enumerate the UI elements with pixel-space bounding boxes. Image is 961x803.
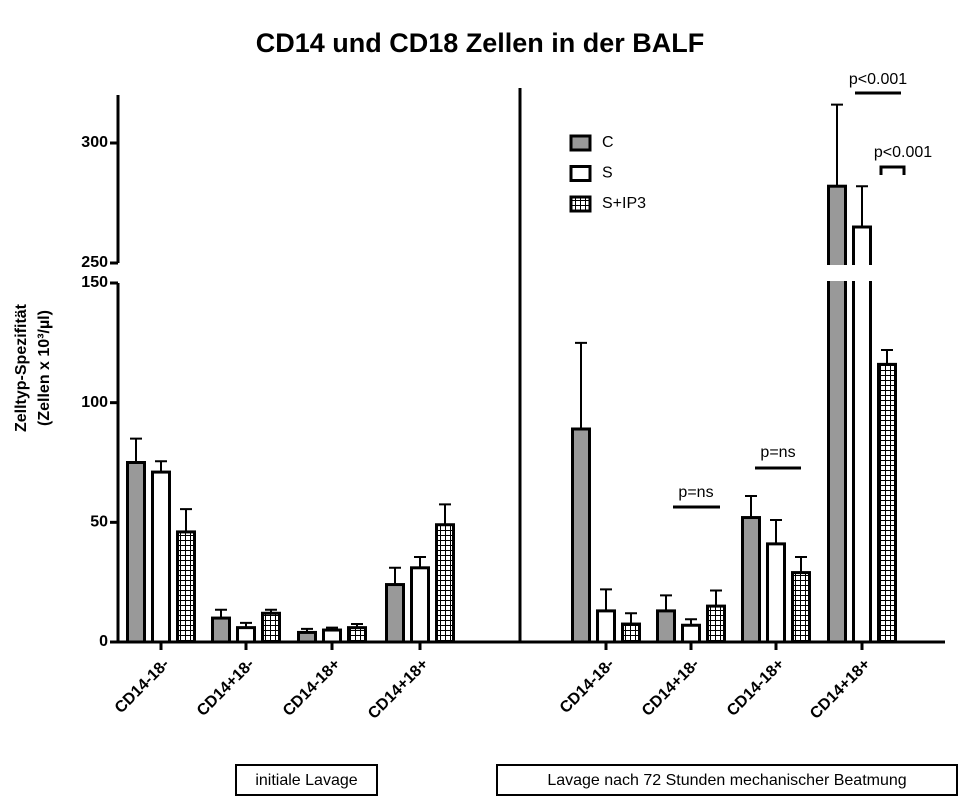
- bar: [347, 626, 367, 644]
- bar: [656, 609, 676, 644]
- error-bar: [685, 618, 697, 626]
- error-bar: [831, 103, 843, 187]
- y-tick-label: 0: [99, 633, 108, 650]
- bar: [741, 516, 761, 644]
- bar: [621, 622, 641, 644]
- bar: [852, 225, 872, 644]
- error-bar: [625, 612, 637, 625]
- x-tick-label: CD14+18-: [194, 656, 258, 720]
- y-tick-label: 150: [81, 274, 108, 291]
- error-bar: [439, 503, 451, 525]
- annotation: p<0.001: [874, 144, 932, 161]
- error-bar: [180, 508, 192, 532]
- bar: [151, 470, 171, 644]
- chart-title: CD14 und CD18 Zellen in der BALF: [256, 28, 705, 58]
- error-bar: [130, 437, 142, 463]
- bar: [877, 362, 897, 644]
- error-bar: [795, 556, 807, 573]
- legend-swatch: [569, 195, 592, 213]
- annotation: p=ns: [760, 444, 795, 461]
- x-tick-label: CD14-18-: [557, 656, 618, 717]
- x-tick-label: CD14-18+: [724, 656, 788, 720]
- legend-label: S: [602, 165, 613, 182]
- axis-break: [100, 265, 945, 281]
- legend-label: C: [602, 134, 614, 151]
- x-tick-label: CD14-18+: [280, 656, 344, 720]
- x-tick-label: CD14+18-: [639, 656, 703, 720]
- bar: [435, 523, 455, 644]
- error-bar: [745, 495, 757, 518]
- bar: [706, 604, 726, 644]
- y-axis-label: Zelltyp-Spezifität: [13, 303, 30, 432]
- error-bar: [326, 626, 338, 631]
- bar: [261, 611, 281, 644]
- bar: [596, 609, 616, 644]
- x-tick-label: CD14+18+: [807, 656, 874, 723]
- bar: [236, 626, 256, 644]
- error-bar: [710, 589, 722, 607]
- bar: [211, 616, 231, 644]
- bar: [571, 427, 591, 644]
- error-bar: [240, 621, 252, 628]
- panel-label: initiale Lavage: [255, 772, 357, 789]
- error-bar: [575, 341, 587, 429]
- x-tick-label: CD14+18+: [365, 656, 432, 723]
- error-bar: [351, 623, 363, 628]
- y-tick-label: 100: [81, 394, 108, 411]
- bar: [126, 461, 146, 644]
- annotation: p<0.001: [849, 71, 907, 88]
- legend-swatch: [569, 134, 592, 152]
- panel-label-box: [496, 764, 958, 796]
- y-axis-label: (Zellen x 10³/µl): [36, 310, 53, 426]
- legend-swatch: [569, 165, 592, 182]
- bar: [385, 583, 405, 644]
- error-bar: [881, 349, 893, 365]
- y-tick-label: 250: [81, 254, 108, 271]
- legend-label: S+IP3: [602, 195, 646, 212]
- bar: [410, 566, 430, 644]
- error-bar: [770, 518, 782, 544]
- panel-label-box: [235, 764, 378, 796]
- bar: [766, 542, 786, 644]
- annotation: p=ns: [678, 484, 713, 501]
- error-bar: [856, 185, 868, 227]
- bar: [791, 571, 811, 644]
- error-bar: [215, 608, 227, 619]
- y-tick-label: 50: [90, 514, 108, 531]
- error-bar: [265, 608, 277, 614]
- error-bar: [414, 556, 426, 568]
- significance-bar: [879, 165, 906, 175]
- y-tick-label: 300: [81, 134, 108, 151]
- bar: [322, 628, 342, 644]
- error-bar: [155, 460, 167, 473]
- bar: [827, 184, 847, 644]
- error-bar: [600, 588, 612, 611]
- x-tick-label: CD14-18-: [112, 656, 173, 717]
- error-bar: [301, 627, 313, 633]
- bar: [176, 530, 196, 644]
- bar: [681, 623, 701, 644]
- error-bar: [660, 594, 672, 611]
- panel-label: Lavage nach 72 Stunden mechanischer Beat…: [547, 772, 906, 789]
- error-bar: [389, 566, 401, 585]
